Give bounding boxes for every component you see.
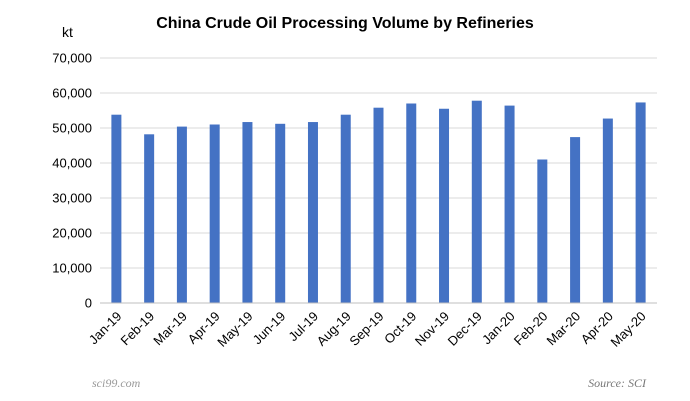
bar-may-20: [635, 102, 646, 303]
x-tick-label: Nov-19: [412, 309, 452, 349]
y-tick-label: 20,000: [52, 226, 92, 241]
x-tick-label: Feb-20: [511, 309, 551, 349]
x-axis-ticks: Jan-19Feb-19Mar-19Apr-19May-19Jun-19Jul-…: [86, 309, 649, 350]
x-tick-label: Mar-19: [150, 309, 190, 349]
bar-jul-19: [307, 122, 318, 303]
bar-jan-19: [111, 114, 122, 303]
y-tick-label: 60,000: [52, 86, 92, 101]
bar-feb-19: [144, 134, 155, 303]
y-tick-label: 40,000: [52, 156, 92, 171]
x-tick-label: Jun-19: [250, 309, 289, 348]
y-tick-label: 0: [85, 296, 92, 311]
bars: [111, 100, 646, 303]
y-tick-label: 70,000: [52, 51, 92, 66]
x-tick-label: Dec-19: [445, 309, 485, 349]
bar-oct-19: [406, 103, 417, 303]
bar-dec-19: [471, 100, 482, 303]
y-tick-label: 30,000: [52, 191, 92, 206]
bar-jun-19: [275, 123, 286, 303]
y-tick-label: 10,000: [52, 261, 92, 276]
x-tick-label: Jan-20: [479, 309, 518, 348]
y-tick-label: 50,000: [52, 121, 92, 136]
y-axis-ticks: 0 10,000 20,000 30,000 40,000 50,000 60,000 70,…: [52, 51, 92, 311]
bar-nov-19: [439, 108, 450, 303]
x-tick-label: May-19: [214, 309, 255, 350]
x-tick-label: Sep-19: [346, 309, 386, 349]
x-tick-label: Feb-19: [118, 309, 158, 349]
bar-may-19: [242, 122, 253, 303]
bar-apr-20: [602, 118, 613, 303]
x-tick-label: Aug-19: [314, 309, 354, 349]
x-tick-label: May-20: [607, 309, 648, 350]
source-note: Source: SCI: [588, 376, 647, 390]
x-tick-label: Jan-19: [86, 309, 125, 348]
bar-mar-19: [176, 126, 187, 303]
bar-apr-19: [209, 124, 220, 303]
bar-feb-20: [537, 159, 548, 303]
watermark-text: sci99.com: [92, 376, 141, 390]
bar-aug-19: [340, 114, 351, 303]
bar-sep-19: [373, 107, 384, 303]
bar-jan-20: [504, 105, 515, 303]
bar-mar-20: [570, 137, 581, 303]
x-tick-label: Mar-20: [543, 309, 583, 349]
y-axis-unit: kt: [62, 24, 73, 40]
chart-title: China Crude Oil Processing Volume by Ref…: [156, 15, 534, 32]
